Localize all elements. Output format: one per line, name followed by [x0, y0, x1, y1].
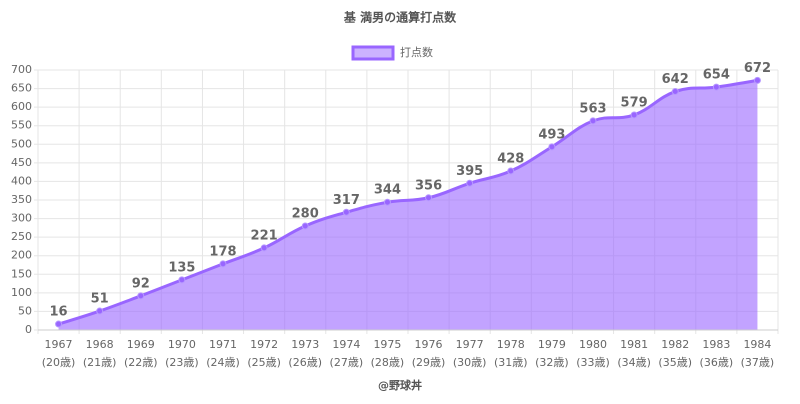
x-tick-label: 1973 [291, 338, 319, 351]
x-tick-label: 1967 [45, 338, 73, 351]
x-tick-label: 1970 [168, 338, 196, 351]
legend-swatch [351, 45, 395, 61]
y-tick-label: 250 [11, 230, 32, 243]
y-tick-label: 0 [25, 323, 32, 336]
x-tick-label: 1974 [332, 338, 360, 351]
x-tick-label: 1972 [250, 338, 278, 351]
x-tick-label: (24歳) [206, 356, 240, 369]
x-tick-label: 1981 [620, 338, 648, 351]
x-tick-label: (37歳) [741, 356, 775, 369]
x-tick-label: 1984 [743, 338, 771, 351]
point [178, 276, 186, 284]
chart-title: 基 満男の通算打点数 [343, 10, 457, 25]
y-tick-label: 150 [11, 267, 32, 280]
x-tick-label: (31歳) [494, 356, 528, 369]
x-tick-label: 1983 [702, 338, 730, 351]
data-label: 672 [744, 61, 771, 76]
x-tick-label: 1969 [127, 338, 155, 351]
x-tick-label: (33歳) [576, 356, 610, 369]
data-label: 344 [374, 183, 401, 198]
x-tick-label: (29歳) [412, 356, 446, 369]
y-tick-label: 700 [11, 63, 32, 76]
x-tick-label: 1975 [373, 338, 401, 351]
x-tick-label: (36歳) [700, 356, 734, 369]
point [753, 76, 761, 84]
y-tick-label: 600 [11, 100, 32, 113]
y-tick-label: 50 [18, 304, 32, 317]
data-label: 493 [538, 127, 565, 142]
data-label: 221 [251, 228, 278, 243]
x-tick-label: (34歳) [617, 356, 651, 369]
data-label: 135 [168, 260, 195, 275]
x-tick-label: (21歳) [83, 356, 117, 369]
x-tick-label: 1978 [497, 338, 525, 351]
y-tick-label: 200 [11, 249, 32, 262]
point [548, 143, 556, 151]
x-tick-label: (25歳) [247, 356, 281, 369]
line [58, 78, 758, 326]
point [137, 292, 145, 300]
data-label: 51 [91, 292, 109, 307]
y-tick-label: 100 [11, 286, 32, 299]
x-tick-label: (26歳) [288, 356, 322, 369]
x-tick-label: 1980 [579, 338, 607, 351]
y-tick-label: 650 [11, 82, 32, 95]
point [589, 117, 597, 125]
y-tick-label: 500 [11, 137, 32, 150]
x-tick-label: 1968 [86, 338, 114, 351]
point [219, 260, 227, 268]
data-label: 654 [703, 68, 730, 83]
data-label: 16 [50, 305, 68, 320]
x-tick-label: 1977 [456, 338, 484, 351]
x-tick-label: 1976 [415, 338, 443, 351]
x-tick-label: (27歳) [330, 356, 364, 369]
x-tick-label: 1982 [661, 338, 689, 351]
point [301, 222, 309, 230]
data-label: 642 [662, 72, 689, 87]
x-tick-label: (23歳) [165, 356, 199, 369]
point [466, 179, 474, 187]
data-label: 356 [415, 178, 442, 193]
point [671, 88, 679, 96]
y-tick-label: 300 [11, 212, 32, 225]
point [630, 111, 638, 119]
y-tick-label: 350 [11, 193, 32, 206]
y-tick-label: 450 [11, 156, 32, 169]
point [425, 194, 433, 202]
data-label: 178 [209, 244, 236, 259]
data-label: 579 [621, 95, 648, 110]
point [507, 167, 515, 175]
x-tick-label: (22歳) [124, 356, 158, 369]
point [712, 83, 720, 91]
x-tick-label: (28歳) [371, 356, 405, 369]
data-label: 428 [497, 152, 524, 167]
point [55, 320, 63, 328]
data-label: 317 [333, 193, 360, 208]
x-tick-label: (35歳) [658, 356, 692, 369]
y-tick-label: 400 [11, 174, 32, 187]
y-tick-label: 550 [11, 119, 32, 132]
area [58, 80, 758, 331]
x-tick-label: 1971 [209, 338, 237, 351]
credit: @野球丼 [378, 378, 422, 392]
x-tick-label: (32歳) [535, 356, 569, 369]
data-label: 395 [456, 164, 483, 179]
point [342, 208, 350, 216]
point [260, 244, 268, 252]
data-label: 92 [132, 276, 150, 291]
legend-label: 打点数 [400, 45, 433, 59]
data-label: 563 [579, 101, 606, 116]
point [96, 307, 104, 315]
point [383, 198, 391, 206]
data-label: 280 [292, 207, 319, 222]
x-tick-label: (20歳) [42, 356, 76, 369]
x-tick-label: (30歳) [453, 356, 487, 369]
x-tick-label: 1979 [538, 338, 566, 351]
